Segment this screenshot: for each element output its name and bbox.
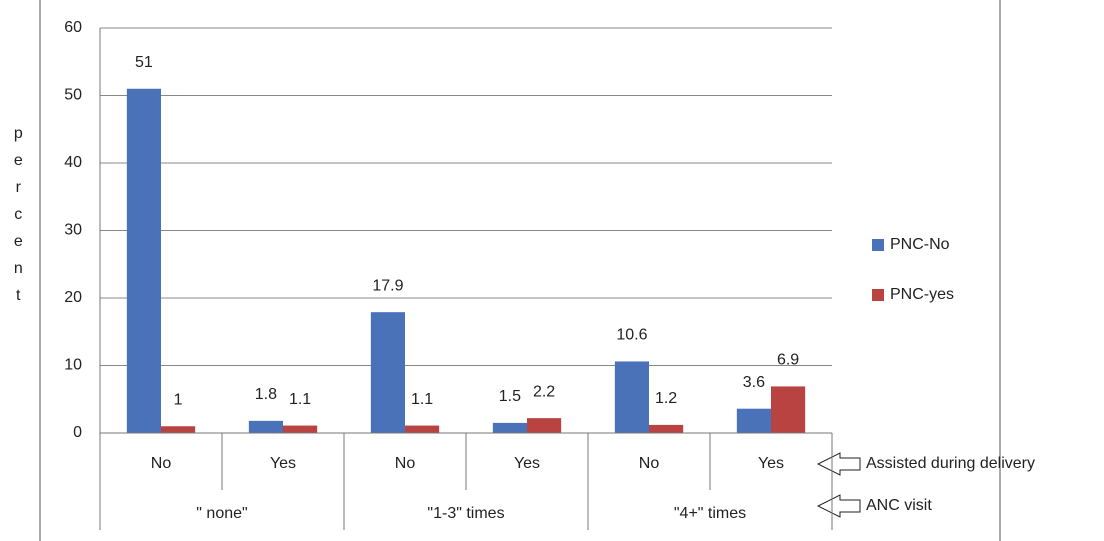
value-label: 51 (135, 54, 153, 71)
legend-swatch (872, 289, 884, 301)
bar (736, 408, 771, 433)
value-label: 1.8 (255, 386, 277, 403)
arrow (816, 494, 861, 518)
x-tick-label: No (395, 455, 416, 472)
y-tick-label: 50 (64, 87, 82, 104)
value-label: 10.6 (616, 327, 647, 344)
arrow (816, 452, 861, 476)
value-label: 1.5 (499, 388, 521, 405)
value-label: 17.9 (372, 277, 403, 294)
x-tick-label: No (639, 455, 660, 472)
y-tick-label: 40 (64, 154, 82, 171)
bar (161, 426, 196, 433)
legend-swatch (872, 239, 884, 251)
value-label: 3.6 (743, 374, 765, 391)
group-label: "1-3" times (427, 505, 504, 522)
bar (614, 361, 649, 433)
y-tick-label: 30 (64, 222, 82, 239)
x-tick-label: Yes (758, 455, 784, 472)
group-label: " none" (196, 505, 247, 522)
value-label: 1 (174, 391, 183, 408)
bar (405, 425, 440, 433)
legend-label: PNC-yes (890, 286, 954, 303)
bar (126, 88, 161, 433)
y-tick-label: 60 (64, 19, 82, 36)
value-label: 1.1 (289, 391, 311, 408)
value-label: 1.1 (411, 391, 433, 408)
bar (283, 425, 318, 433)
x-tick-label: Yes (514, 455, 540, 472)
x-tick-label: Yes (270, 455, 296, 472)
y-tick-label: 20 (64, 289, 82, 306)
y-tick-label: 10 (64, 357, 82, 374)
value-label: 1.2 (655, 390, 677, 407)
bar (248, 420, 283, 433)
value-label: 2.2 (533, 383, 555, 400)
group-label: "4+" times (674, 505, 746, 522)
bar (527, 418, 562, 433)
y-tick-label: 0 (73, 424, 82, 441)
bar (370, 312, 405, 433)
bar (492, 422, 527, 433)
legend-label: PNC-No (890, 236, 950, 253)
group-axis-label: ANC visit (866, 497, 932, 514)
bar (649, 424, 684, 433)
x-tick-label: No (151, 455, 172, 472)
y-axis-label: percent (10, 125, 27, 314)
bar (771, 386, 806, 433)
category-axis-label: Assisted during delivery (866, 455, 1035, 472)
value-label: 6.9 (777, 352, 799, 369)
